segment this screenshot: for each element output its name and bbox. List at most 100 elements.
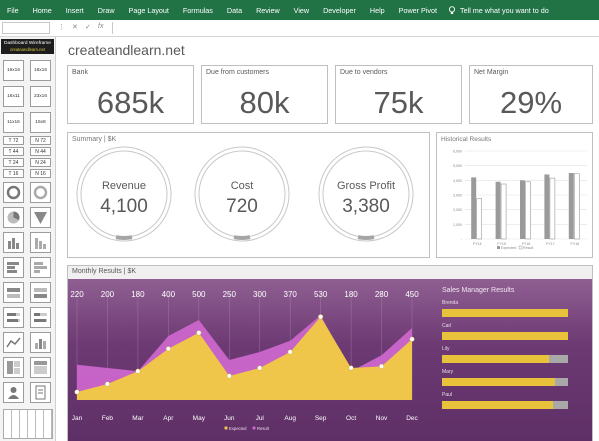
shape-button[interactable]: 16x16	[3, 60, 24, 81]
people-icon	[8, 387, 19, 399]
x-tick-label: FY14	[473, 242, 482, 246]
top-value-label: 450	[405, 290, 419, 299]
shape-button[interactable]: 16x16	[30, 60, 51, 81]
column-chart-icon	[35, 339, 46, 349]
layout-icon	[7, 361, 20, 374]
ring-chart-icon	[33, 185, 48, 200]
name-box[interactable]	[2, 22, 50, 34]
text-size-button[interactable]: T 44	[3, 147, 24, 156]
number-size-button[interactable]: N 44	[30, 147, 51, 156]
column-chart-button[interactable]	[30, 232, 51, 253]
number-size-button[interactable]: N 24	[30, 158, 51, 167]
manager-fill	[442, 332, 568, 340]
kpi-card-due-from-customers: Due from customers 80k	[201, 65, 328, 124]
result-point	[318, 314, 324, 320]
tab-file[interactable]: File	[7, 5, 19, 15]
column-chart-icon	[35, 238, 46, 249]
bar-result	[549, 177, 556, 240]
x-tick-label: FY15	[497, 242, 506, 246]
manager-track	[442, 332, 568, 340]
ring-chart-button[interactable]	[30, 182, 51, 203]
y-tick-label: 4,000	[453, 179, 462, 183]
stacked-bar-button[interactable]	[30, 282, 51, 303]
top-value-label: 200	[101, 290, 115, 299]
tab-draw[interactable]: Draw	[97, 5, 115, 15]
legend-result: Result	[523, 246, 533, 250]
text-size-button[interactable]: T 72	[3, 136, 24, 145]
number-size-button[interactable]: N 72	[30, 136, 51, 145]
document-button[interactable]	[30, 382, 51, 403]
tab-formulas[interactable]: Formulas	[182, 5, 213, 15]
pie-chart-button[interactable]	[3, 207, 24, 228]
panel-title: Dashboard Wireframe	[4, 41, 51, 46]
tell-me-box[interactable]: Tell me what you want to do	[444, 6, 549, 15]
x-tick-label: FY16	[522, 242, 531, 246]
kpi-value: 80k	[239, 85, 290, 120]
kpi-value: 685k	[96, 85, 165, 120]
shape-button[interactable]: 16x11	[3, 86, 24, 107]
ring-title: Gross Profit	[336, 180, 396, 192]
bar-chart-button[interactable]	[30, 257, 51, 278]
shape-button[interactable]: 23x16	[30, 86, 51, 107]
manager-fill	[442, 401, 553, 409]
tab-page-layout[interactable]: Page Layout	[128, 5, 169, 15]
text-size-button[interactable]: T 16	[3, 169, 24, 178]
text-size-button[interactable]: T 24	[3, 158, 24, 167]
enter-icon[interactable]: ✓	[85, 24, 91, 31]
line-chart-button[interactable]	[3, 332, 24, 353]
bar-chart-button[interactable]	[3, 257, 24, 278]
area-result	[77, 316, 412, 400]
number-size-button[interactable]: N 16	[30, 169, 51, 178]
formula-options-icon[interactable]: ⋮	[58, 24, 65, 31]
cancel-icon[interactable]: ✕	[72, 24, 78, 31]
month-label: May	[193, 415, 206, 422]
manager-track	[442, 378, 568, 386]
ring-chart-button[interactable]	[3, 182, 24, 203]
formula-input[interactable]	[112, 22, 596, 34]
stacked-bar-icon	[34, 288, 47, 298]
tell-me-text: Tell me what you want to do	[460, 5, 549, 15]
tab-insert[interactable]: Insert	[65, 5, 84, 15]
bar-expected	[568, 173, 574, 239]
x-tick-label: FY18	[571, 242, 580, 246]
tab-review[interactable]: Review	[256, 5, 280, 15]
ring-gross-profit: Gross Profit 3,380	[316, 142, 416, 252]
result-point	[348, 365, 354, 371]
top-value-label: 180	[344, 290, 358, 299]
top-value-label: 180	[131, 290, 145, 299]
manager-fill	[442, 309, 568, 317]
tab-power-pivot[interactable]: Power Pivot	[398, 5, 438, 15]
result-point	[135, 368, 141, 374]
manager-track	[442, 355, 568, 363]
layout-button[interactable]	[3, 357, 24, 378]
progress-bar-button[interactable]	[3, 307, 24, 328]
column-chart-button[interactable]	[3, 232, 24, 253]
x-tick-label: FY17	[546, 242, 555, 246]
manager-name: Lily	[442, 346, 450, 352]
tab-developer[interactable]: Developer	[323, 5, 356, 15]
kpi-card-due-to-vendors: Due to vendors 75k	[335, 65, 462, 124]
tab-view[interactable]: View	[293, 5, 310, 15]
shape-button[interactable]: 16x8	[30, 112, 51, 133]
column-chart-icon	[8, 238, 19, 249]
bar-result	[574, 173, 580, 240]
tab-data[interactable]: Data	[226, 5, 243, 15]
top-value-label: 400	[162, 290, 176, 299]
tab-home[interactable]: Home	[32, 5, 52, 15]
shape-button[interactable]: 11x16	[3, 112, 24, 133]
column-chart-button[interactable]	[30, 332, 51, 353]
fx-icon[interactable]: fx	[98, 23, 104, 30]
layout-button[interactable]	[30, 357, 51, 378]
people-button[interactable]	[3, 382, 24, 403]
kpi-card-net-margin: Net Margin 29%	[469, 65, 593, 124]
stacked-bar-button[interactable]	[3, 282, 24, 303]
pie-chart-icon	[7, 211, 20, 224]
bar-chart-icon	[34, 262, 47, 273]
progress-bar-button[interactable]	[30, 307, 51, 328]
progress-bar-icon	[34, 313, 47, 322]
manager-track	[442, 309, 568, 317]
funnel-button[interactable]	[30, 207, 51, 228]
tab-help[interactable]: Help	[369, 5, 385, 15]
legend-swatch-expected	[497, 246, 500, 249]
monthly-panel: Monthly Results | $K 220 200 180 400 500 250 3…	[67, 265, 593, 441]
